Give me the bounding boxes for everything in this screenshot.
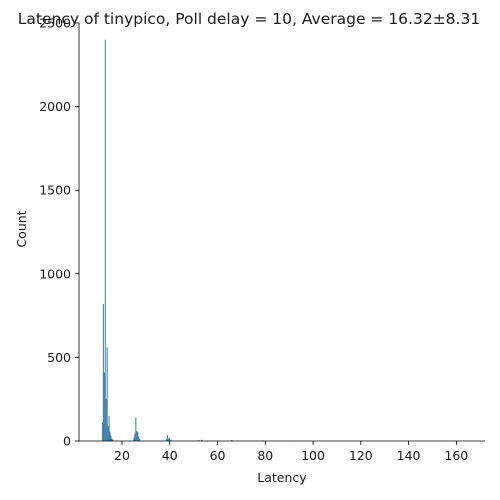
histogram-bar-21 [167, 438, 169, 441]
histogram-bar-18 [139, 438, 141, 441]
histogram-bar-19 [165, 439, 167, 441]
x-ticks: 20 40 60 80 100 120 140 160 [114, 441, 468, 463]
y-tick-label-500: 500 [47, 350, 71, 365]
x-tick-label-120: 120 [349, 448, 373, 463]
histogram-bar-23 [170, 439, 172, 441]
histogram-bar-13 [134, 433, 136, 441]
histogram-bar-8 [109, 431, 111, 441]
x-tick-label-80: 80 [257, 448, 273, 463]
x-tick-label-100: 100 [301, 448, 325, 463]
histogram-bar-12 [133, 437, 135, 441]
x-tick-label-20: 20 [114, 448, 130, 463]
histogram-bar-10 [111, 438, 113, 441]
y-tick-label-2000: 2000 [39, 99, 71, 114]
histogram-bar-26 [230, 440, 232, 441]
y-ticks: 0 500 1000 1500 2000 2500 [39, 16, 79, 449]
y-tick-label-0: 0 [63, 434, 71, 449]
x-axis-label: Latency [257, 470, 307, 485]
histogram-bar-14 [135, 417, 137, 441]
y-axis-label: Count [14, 210, 29, 247]
x-tick-label-140: 140 [397, 448, 421, 463]
histogram-bar-15 [136, 430, 138, 441]
x-tick-label-40: 40 [162, 448, 178, 463]
histogram-bar-9 [110, 435, 112, 441]
y-tick-label-2500: 2500 [39, 16, 71, 31]
histogram-bar-6 [107, 425, 109, 441]
histogram-bar-3 [104, 39, 106, 441]
histogram-bar-5 [106, 347, 108, 441]
histogram-bar-4 [105, 399, 107, 441]
histogram-bar-22 [168, 437, 170, 441]
chart-title: Latency of tinypico, Poll delay = 10, Av… [18, 10, 480, 28]
histogram-bar-25 [201, 439, 203, 441]
y-tick-label-1500: 1500 [39, 183, 71, 198]
histogram-bar-7 [108, 415, 110, 441]
histogram-bar-11 [112, 439, 114, 441]
histogram-bar-24 [198, 440, 200, 441]
histogram-bar-16 [137, 431, 139, 441]
histogram-bar-0 [101, 422, 103, 441]
histogram-bar-2 [103, 372, 105, 441]
histogram-bar-1 [102, 303, 104, 441]
axes [78, 23, 485, 442]
histogram-bar-17 [138, 436, 140, 441]
histogram-bars [101, 39, 295, 441]
histogram-bar-20 [166, 435, 168, 441]
x-tick-label-160: 160 [444, 448, 468, 463]
y-tick-label-1000: 1000 [39, 266, 71, 281]
x-tick-label-60: 60 [210, 448, 226, 463]
